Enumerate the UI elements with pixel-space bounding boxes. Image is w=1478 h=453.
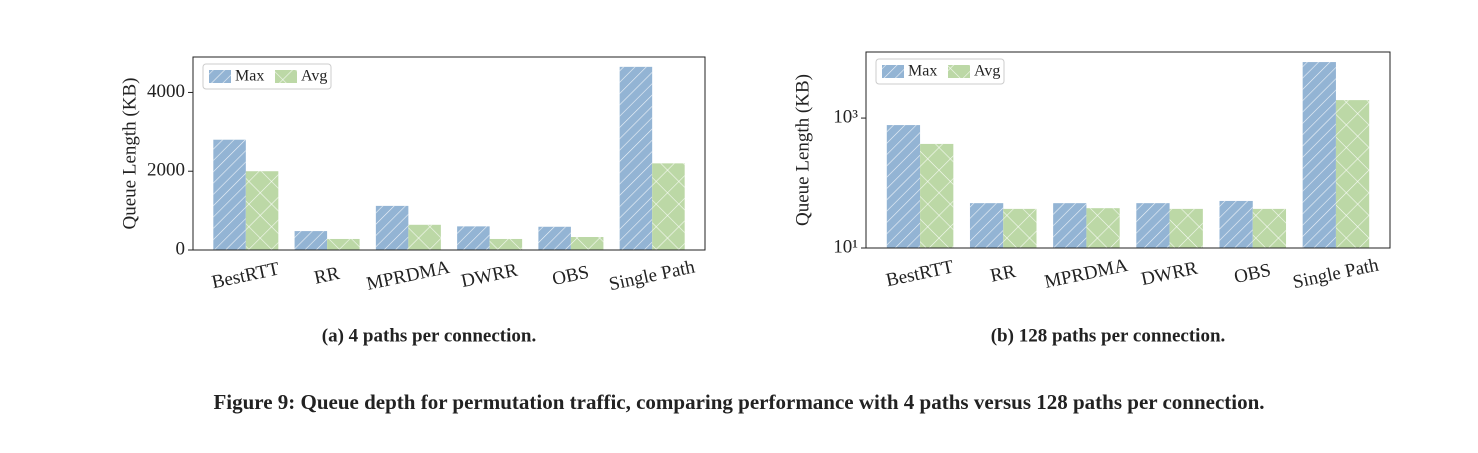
- x-tick-label: DWRR: [1139, 258, 1199, 290]
- bar-hatch: [408, 224, 441, 250]
- bar-hatch: [1169, 208, 1203, 248]
- y-axis-label: Queue Length (KB): [119, 78, 140, 230]
- bar-hatch: [1219, 200, 1253, 248]
- x-tick-label: OBS: [1232, 260, 1273, 288]
- bar-hatch: [375, 205, 409, 250]
- bar-hatch: [1053, 203, 1087, 248]
- legend-label: Avg: [301, 68, 327, 85]
- bar-hatch: [1252, 208, 1287, 248]
- subplot-caption: (a) 4 paths per connection.: [322, 325, 536, 346]
- legend-frame: [875, 58, 1005, 85]
- bar-hatch: [1302, 62, 1336, 248]
- bar-hatch: [652, 163, 685, 250]
- bar-hatch: [1335, 100, 1370, 249]
- bar-hatch: [245, 171, 279, 250]
- bar-hatch: [1003, 208, 1037, 248]
- legend-swatch-hatch: [209, 70, 231, 83]
- bar-hatch: [619, 66, 653, 250]
- bar-hatch: [570, 237, 604, 250]
- y-tick-label: 4000: [147, 81, 185, 102]
- y-tick-label: 2000: [147, 160, 185, 181]
- legend-label: Avg: [974, 63, 1000, 80]
- bar-hatch: [886, 125, 921, 248]
- bar-hatch: [213, 139, 246, 250]
- subplot-caption: (b) 128 paths per connection.: [991, 325, 1226, 346]
- legend-swatch-hatch: [948, 65, 970, 78]
- legend-swatch-hatch: [882, 65, 904, 78]
- axes-frame: [865, 51, 1391, 249]
- legend-frame: [202, 63, 332, 90]
- legend-label: Max: [908, 63, 937, 80]
- legend-label: Max: [235, 68, 264, 85]
- figure-caption: Figure 9: Queue depth for permutation tr…: [213, 390, 1264, 414]
- y-tick-label: 10³: [833, 106, 858, 127]
- x-tick-label: BestRTT: [210, 258, 282, 293]
- bar-hatch: [327, 238, 360, 250]
- bar-hatch: [1136, 203, 1170, 248]
- x-tick-label: OBS: [550, 262, 591, 290]
- x-tick-label: RR: [988, 261, 1017, 287]
- y-tick-label: 0: [176, 238, 186, 259]
- x-tick-label: MPRDMA: [365, 257, 452, 295]
- x-tick-label: RR: [312, 263, 341, 289]
- y-tick-label: 10¹: [833, 236, 858, 257]
- bar-hatch: [538, 226, 571, 250]
- bar-hatch: [920, 143, 954, 248]
- x-tick-label: DWRR: [459, 260, 519, 292]
- x-tick-label: Single Path: [607, 256, 697, 295]
- bar-hatch: [969, 203, 1004, 248]
- bar-hatch: [1086, 208, 1120, 248]
- legend-swatch-hatch: [275, 70, 297, 83]
- x-tick-label: Single Path: [1291, 254, 1381, 293]
- x-tick-label: BestRTT: [884, 256, 956, 291]
- axes-frame: [192, 56, 706, 251]
- bar-hatch: [294, 231, 328, 250]
- y-axis-label: Queue Length (KB): [792, 74, 813, 226]
- x-tick-label: MPRDMA: [1043, 255, 1130, 293]
- bar-hatch: [457, 226, 490, 250]
- bar-hatch: [489, 238, 523, 250]
